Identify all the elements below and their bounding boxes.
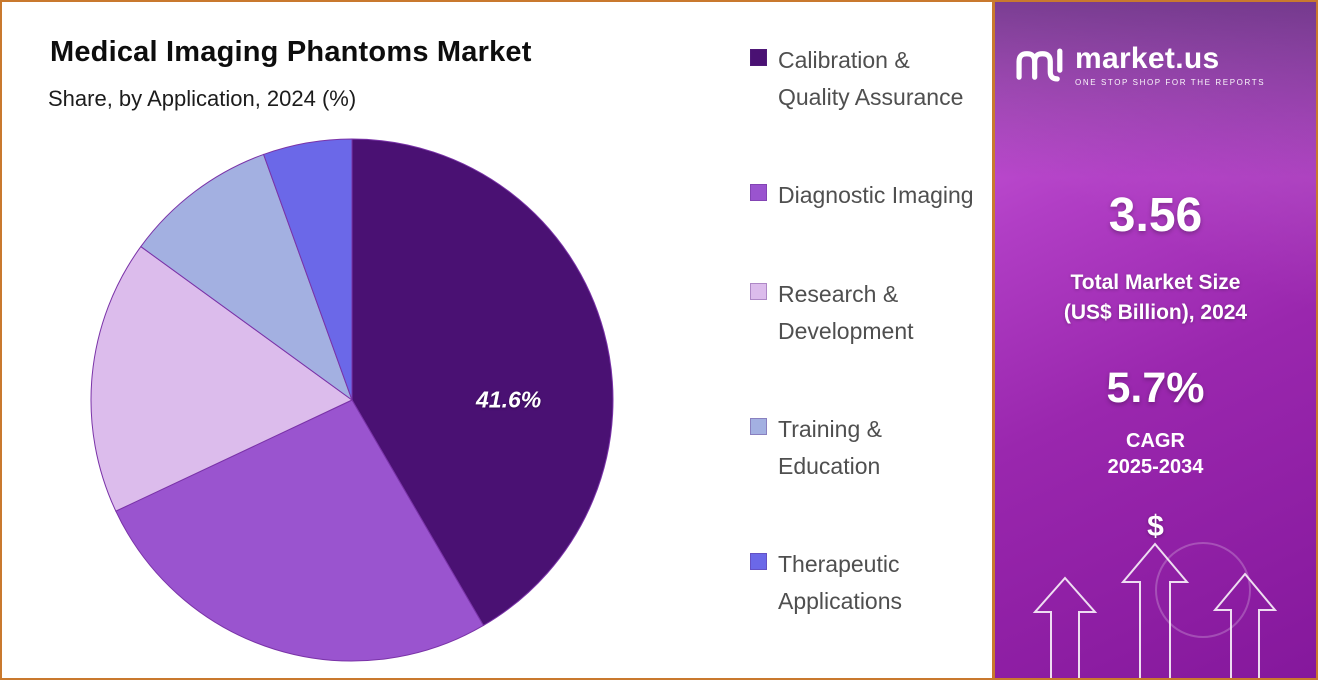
- cagr-value: 5.7%: [1106, 364, 1205, 412]
- marketus-logo-icon: [1016, 48, 1063, 81]
- legend-label: Training & Education: [778, 416, 882, 479]
- legend-swatch-icon: [750, 282, 767, 300]
- chart-area: Medical Imaging Phantoms Market Share, b…: [2, 2, 990, 678]
- legend-swatch-icon: [750, 49, 767, 66]
- legend-label: Therapeutic Applications: [778, 551, 903, 615]
- legend-label: Calibration & Quality Assurance: [778, 47, 964, 110]
- up-arrow-icon: [1032, 576, 1098, 678]
- growth-arrows-icon: [1032, 542, 1278, 678]
- market-size-label: Total Market Size (US$ Billion), 2024: [995, 268, 1316, 329]
- legend-item-research-development: Research & Development: [750, 276, 975, 350]
- coin-ring-decoration: [1155, 542, 1251, 638]
- up-arrow-icon: [1212, 572, 1278, 678]
- logo-text: market.us: [1075, 42, 1220, 75]
- brand-panel: market.us ONE STOP SHOP FOR THE REPORTS …: [992, 2, 1316, 678]
- market-size-label-line2: (US$ Billion), 2024: [1063, 301, 1248, 325]
- chart-title: Medical Imaging Phantoms Market: [50, 36, 532, 68]
- pie-data-label: 41.6%: [475, 386, 542, 413]
- legend: Calibration & Quality Assurance Diagnost…: [750, 42, 975, 620]
- cagr-label: CAGR: [1126, 430, 1185, 452]
- legend-swatch-icon: [750, 418, 767, 436]
- pie-slice-4: [262, 138, 353, 401]
- pie-slice-2: [90, 245, 353, 512]
- chart-subtitle: Share, by Application, 2024 (%): [48, 86, 357, 111]
- market-size-label-line1: Total Market Size: [1070, 271, 1241, 294]
- legend-item-diagnostic-imaging: Diagnostic Imaging: [750, 177, 975, 214]
- cagr-period: 2025-2034: [1107, 456, 1204, 478]
- pie-chart: 41.6%: [72, 120, 632, 678]
- pie-slice-3: [140, 153, 354, 402]
- pie-slice-0: [351, 138, 614, 627]
- legend-label: Diagnostic Imaging: [778, 182, 974, 209]
- market-size-value: 3.56: [1108, 189, 1203, 242]
- legend-label: Research & Development: [778, 280, 914, 344]
- logo-tagline: ONE STOP SHOP FOR THE REPORTS: [1075, 78, 1266, 87]
- brand-logo: market.us ONE STOP SHOP FOR THE REPORTS: [1013, 42, 1265, 87]
- legend-item-calibration-quality-assurance: Calibration & Quality Assurance: [750, 42, 975, 116]
- pie-chart-svg: [90, 138, 614, 662]
- up-arrow-icon: [1120, 542, 1190, 678]
- dollar-icon: $: [1147, 510, 1164, 543]
- legend-swatch-icon: [750, 184, 767, 202]
- legend-item-training-education: Training & Education: [750, 411, 975, 485]
- legend-item-therapeutic-applications: Therapeutic Applications: [750, 546, 975, 620]
- pie-slice-1: [115, 399, 485, 662]
- legend-swatch-icon: [750, 553, 767, 571]
